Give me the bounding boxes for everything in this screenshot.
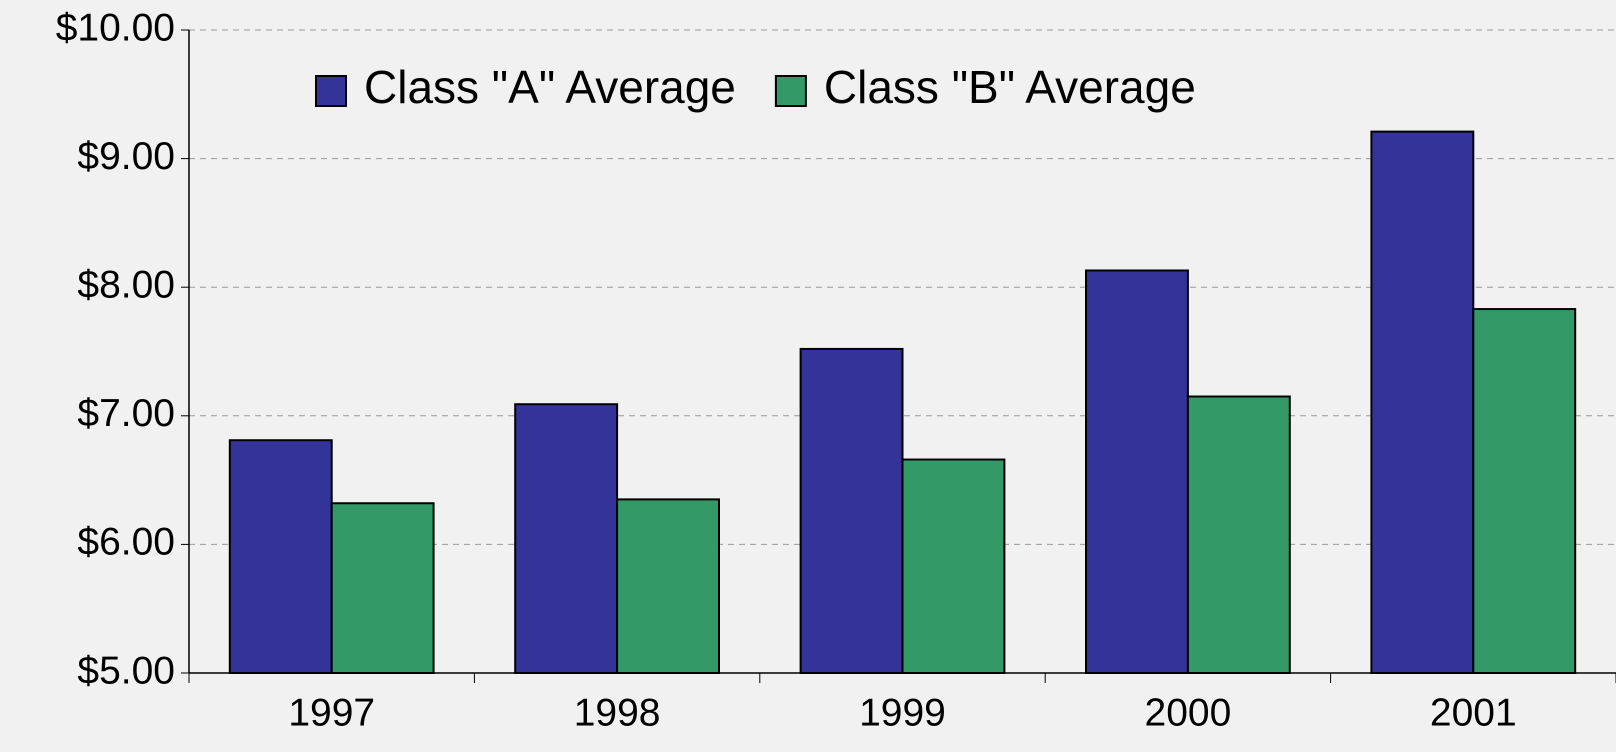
x-tick-label: 2000 bbox=[1145, 691, 1232, 734]
legend-label: Class "A" Average bbox=[364, 61, 736, 113]
y-tick-label: $6.00 bbox=[77, 521, 175, 564]
bar bbox=[514, 403, 619, 674]
x-tick-label: 1999 bbox=[859, 691, 946, 734]
legend-swatch bbox=[315, 75, 347, 107]
y-tick-label: $9.00 bbox=[77, 135, 175, 178]
bar bbox=[1085, 269, 1189, 674]
bar bbox=[330, 502, 435, 674]
bar bbox=[616, 498, 720, 675]
y-tick-label: $10.00 bbox=[56, 6, 175, 49]
x-tick-label: 1998 bbox=[574, 691, 661, 734]
bar bbox=[799, 347, 904, 674]
y-tick-label: $8.00 bbox=[77, 263, 175, 306]
y-tick-label: $5.00 bbox=[77, 649, 175, 692]
legend-label: Class "B" Average bbox=[824, 61, 1196, 113]
bar bbox=[1186, 395, 1291, 674]
bar bbox=[901, 458, 1006, 674]
bar bbox=[1472, 308, 1577, 674]
y-tick-label: $7.00 bbox=[77, 392, 175, 435]
legend-swatch bbox=[774, 75, 807, 107]
x-tick-label: 2001 bbox=[1430, 691, 1517, 734]
bar bbox=[228, 439, 333, 675]
bar bbox=[1370, 130, 1475, 674]
x-tick-label: 1997 bbox=[288, 691, 375, 734]
